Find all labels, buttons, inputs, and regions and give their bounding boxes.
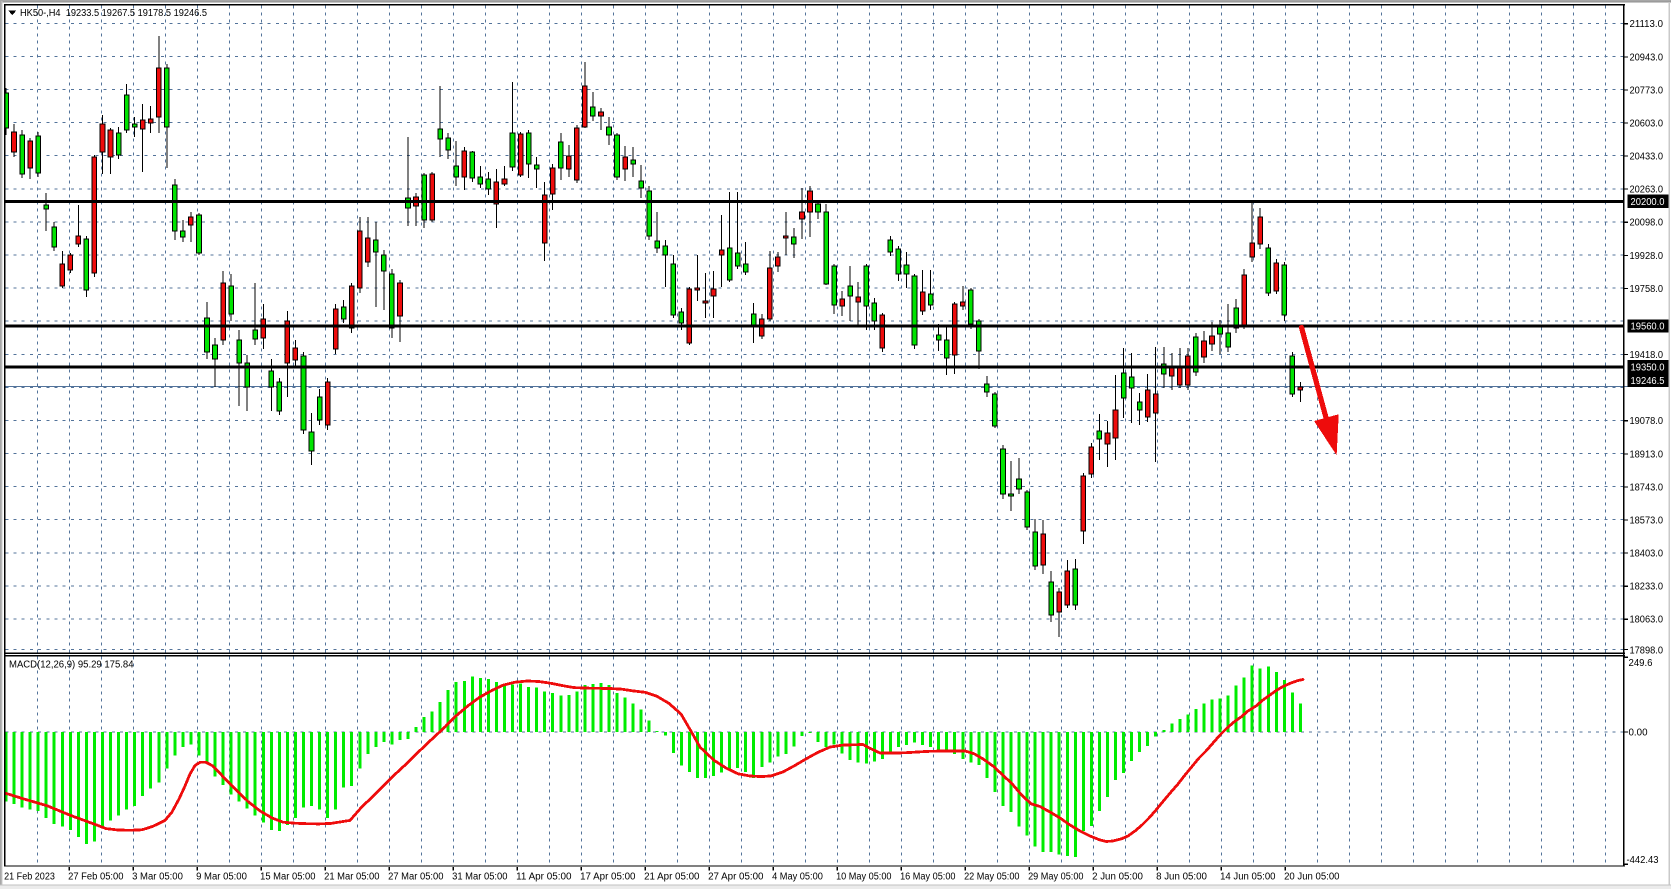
svg-text:19560.0: 19560.0 — [1631, 322, 1665, 333]
svg-text:15 Mar 05:00: 15 Mar 05:00 — [260, 871, 316, 882]
svg-text:9 Mar 05:00: 9 Mar 05:00 — [196, 871, 247, 882]
svg-text:29 May 05:00: 29 May 05:00 — [1028, 871, 1084, 882]
svg-text:10 May 05:00: 10 May 05:00 — [836, 871, 892, 882]
svg-text:22 May 05:00: 22 May 05:00 — [964, 871, 1020, 882]
svg-text:18743.0: 18743.0 — [1630, 482, 1664, 493]
svg-text:20263.0: 20263.0 — [1630, 185, 1664, 196]
svg-text:20 Jun 05:00: 20 Jun 05:00 — [1284, 871, 1340, 882]
svg-text:20433.0: 20433.0 — [1630, 152, 1664, 163]
svg-text:27 Apr 05:00: 27 Apr 05:00 — [708, 871, 764, 882]
svg-text:19418.0: 19418.0 — [1630, 350, 1664, 361]
svg-text:2 Jun 05:00: 2 Jun 05:00 — [1092, 871, 1143, 882]
svg-text:20773.0: 20773.0 — [1630, 85, 1664, 96]
svg-text:18233.0: 18233.0 — [1630, 582, 1664, 593]
svg-text:-442.43: -442.43 — [1627, 855, 1659, 866]
svg-text:19078.0: 19078.0 — [1630, 416, 1664, 427]
svg-text:21 Apr 05:00: 21 Apr 05:00 — [644, 871, 700, 882]
svg-text:11 Apr 05:00: 11 Apr 05:00 — [516, 871, 572, 882]
svg-text:19758.0: 19758.0 — [1630, 284, 1664, 295]
svg-text:8 Jun 05:00: 8 Jun 05:00 — [1156, 871, 1207, 882]
svg-text:19246.5: 19246.5 — [1631, 376, 1665, 387]
svg-text:18403.0: 18403.0 — [1630, 549, 1664, 560]
svg-text:HK50-,H4 19233.5 19267.5 1917: HK50-,H4 19233.5 19267.5 19178.5 19246.5 — [20, 8, 207, 19]
svg-text:21 Feb 2023: 21 Feb 2023 — [4, 871, 55, 882]
svg-text:17 Apr 05:00: 17 Apr 05:00 — [580, 871, 636, 882]
svg-text:18913.0: 18913.0 — [1630, 449, 1664, 460]
svg-text:20098.0: 20098.0 — [1630, 218, 1664, 229]
svg-text:27 Feb 05:00: 27 Feb 05:00 — [68, 871, 124, 882]
svg-text:16 May 05:00: 16 May 05:00 — [900, 871, 956, 882]
svg-text:31 Mar 05:00: 31 Mar 05:00 — [452, 871, 508, 882]
svg-text:MACD(12,26,9) 95.29 175.84: MACD(12,26,9) 95.29 175.84 — [9, 660, 134, 671]
svg-text:21113.0: 21113.0 — [1630, 19, 1664, 30]
svg-text:27 Mar 05:00: 27 Mar 05:00 — [388, 871, 444, 882]
svg-text:0.00: 0.00 — [1629, 727, 1648, 738]
svg-text:20200.0: 20200.0 — [1631, 197, 1665, 208]
svg-text:14 Jun 05:00: 14 Jun 05:00 — [1220, 871, 1276, 882]
svg-text:20943.0: 20943.0 — [1630, 52, 1664, 63]
svg-text:20603.0: 20603.0 — [1630, 119, 1664, 130]
svg-text:17898.0: 17898.0 — [1630, 646, 1664, 657]
svg-text:18063.0: 18063.0 — [1630, 615, 1664, 626]
svg-text:18573.0: 18573.0 — [1630, 516, 1664, 527]
svg-text:3 Mar 05:00: 3 Mar 05:00 — [132, 871, 183, 882]
svg-text:249.6: 249.6 — [1629, 658, 1653, 669]
svg-text:4 May 05:00: 4 May 05:00 — [772, 871, 823, 882]
svg-text:19928.0: 19928.0 — [1630, 251, 1664, 262]
svg-text:19350.0: 19350.0 — [1631, 363, 1665, 374]
svg-text:21 Mar 05:00: 21 Mar 05:00 — [324, 871, 380, 882]
